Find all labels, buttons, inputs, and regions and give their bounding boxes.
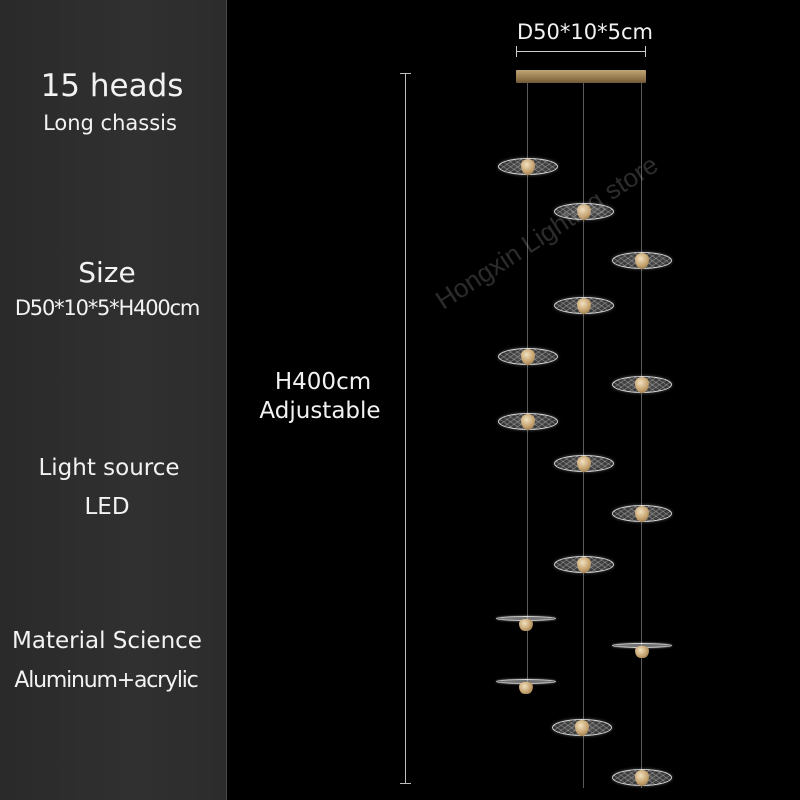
store-watermark: Hongxin Lighting store [430, 149, 664, 316]
led-bulb [577, 557, 591, 573]
led-bulb [575, 720, 589, 736]
led-bulb [577, 456, 591, 472]
size-value: D50*10*5*H400cm [14, 296, 201, 320]
height-label: H400cm [274, 369, 372, 395]
led-bulb [577, 204, 591, 220]
led-bulb [519, 619, 533, 631]
led-bulb [521, 414, 535, 430]
led-bulb [519, 682, 533, 694]
canopy-dimension-cap-right [645, 46, 646, 57]
chassis-type: Long chassis [43, 111, 177, 135]
led-bulb [635, 506, 649, 522]
led-bulb [635, 770, 649, 786]
ceiling-canopy [516, 70, 646, 83]
light-source-value: LED [84, 494, 130, 520]
light-source-heading: Light source [38, 455, 180, 481]
height-adjustable-label: Adjustable [259, 398, 381, 424]
suspension-wire [641, 83, 642, 788]
suspension-wire [583, 83, 584, 788]
canopy-dimension-line [516, 51, 646, 52]
height-dimension-cap-top [400, 73, 411, 74]
led-bulb [521, 159, 535, 175]
led-bulb [521, 349, 535, 365]
material-value: Aluminum+acrylic [14, 668, 198, 693]
suspension-wire [527, 83, 528, 170]
led-bulb [635, 253, 649, 269]
spec-panel: 15 heads Long chassis Size D50*10*5*H400… [0, 0, 227, 800]
material-heading: Material Science [12, 628, 202, 654]
height-dimension-cap-bottom [400, 783, 411, 784]
size-heading: Size [78, 256, 136, 289]
canopy-dimension-cap-left [516, 46, 517, 57]
canopy-dimension-label: D50*10*5cm [517, 20, 653, 44]
led-bulb [577, 298, 591, 314]
heads-count: 15 heads [40, 68, 184, 104]
led-bulb [635, 377, 649, 393]
suspension-wire [527, 170, 528, 690]
height-dimension-line [405, 73, 406, 783]
led-bulb [635, 646, 649, 658]
